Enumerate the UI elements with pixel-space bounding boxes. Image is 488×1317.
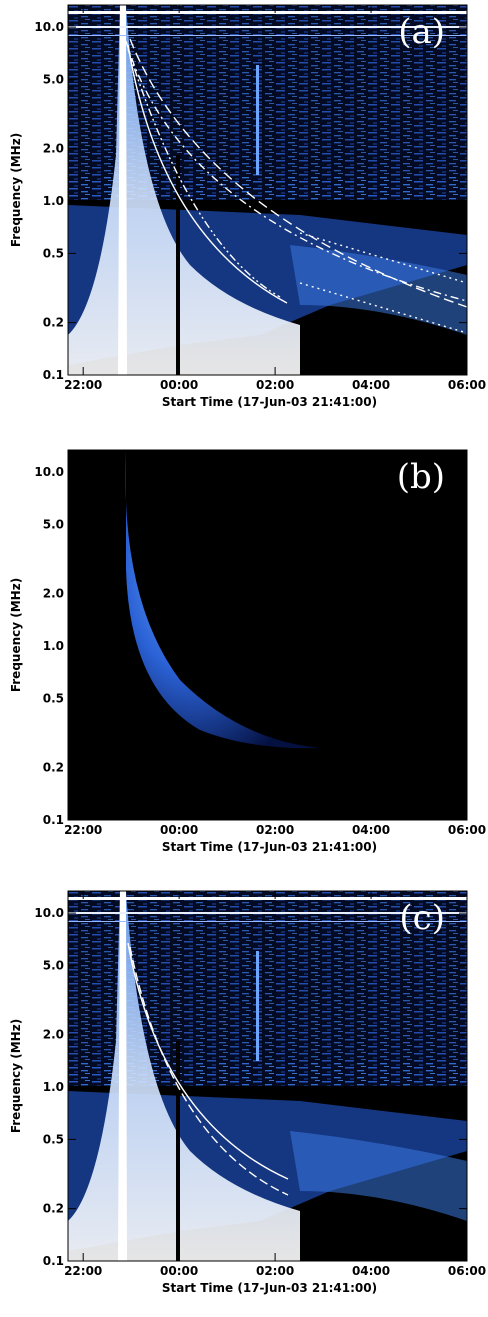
y-tick-label: 10.0	[34, 906, 64, 920]
x-tick-label: 00:00	[160, 1264, 198, 1278]
y-tick-label: 0.2	[43, 316, 64, 330]
panel-b: (b) 0.1 0.2 0.5 1.0 2.0 5.0 10.0 22:00 00:00 02:00…	[9, 449, 486, 854]
x-tick-label: 02:00	[256, 378, 294, 392]
y-tick-label: 5.0	[43, 72, 64, 86]
y-axis-label: Frequency (MHz)	[9, 1019, 23, 1133]
x-tick-label: 04:00	[352, 823, 390, 837]
y-tick-label: 5.0	[43, 517, 64, 531]
panel-c: (c) 0.1 0.2 0.5 1.0 2.0 5.0 10.0 22:00 00:00 02:00…	[9, 890, 486, 1295]
y-tick-label: 0.1	[43, 813, 64, 827]
x-tick-label: 04:00	[352, 378, 390, 392]
y-tick-label: 10.0	[34, 465, 64, 479]
spectrogram-image	[68, 5, 467, 375]
x-tick-label: 02:00	[256, 823, 294, 837]
y-axis-label: Frequency (MHz)	[9, 133, 23, 247]
y-tick-label: 2.0	[43, 142, 64, 156]
y-tick-label: 1.0	[43, 639, 64, 653]
panel-label: (c)	[399, 898, 445, 938]
y-tick-label: 0.5	[43, 246, 64, 260]
x-tick-label: 00:00	[160, 823, 198, 837]
x-tick-label: 22:00	[64, 1264, 102, 1278]
x-tick-label: 22:00	[64, 378, 102, 392]
x-axis-label: Start Time (17-Jun-03 21:41:00)	[162, 395, 377, 409]
y-tick-label: 2.0	[43, 1028, 64, 1042]
y-tick-label: 0.5	[43, 1132, 64, 1146]
x-tick-label: 02:00	[256, 1264, 294, 1278]
y-tick-label: 10.0	[34, 20, 64, 34]
y-tick-label: 1.0	[43, 194, 64, 208]
x-tick-label: 06:00	[448, 378, 486, 392]
spectrogram-image	[68, 450, 467, 820]
y-tick-label: 0.5	[43, 691, 64, 705]
y-axis-label: Frequency (MHz)	[9, 578, 23, 692]
y-tick-label: 0.1	[43, 1254, 64, 1268]
x-tick-label: 06:00	[448, 1264, 486, 1278]
plot-frame	[67, 449, 468, 821]
y-tick-label: 0.1	[43, 368, 64, 382]
panel-a: (a) 0.1 0.2 0.5 1.0 2.0 5.0 10.0 22:00 00:00 02:00…	[9, 4, 486, 409]
plot-frame	[67, 4, 468, 376]
x-tick-label: 06:00	[448, 823, 486, 837]
y-tick-label: 5.0	[43, 958, 64, 972]
panel-label: (b)	[397, 457, 445, 497]
x-tick-label: 04:00	[352, 1264, 390, 1278]
y-tick-label: 1.0	[43, 1080, 64, 1094]
y-tick-label: 0.2	[43, 761, 64, 775]
x-axis-label: Start Time (17-Jun-03 21:41:00)	[162, 840, 377, 854]
spectrogram-image	[68, 891, 467, 1261]
panel-label: (a)	[398, 12, 445, 52]
x-axis-label: Start Time (17-Jun-03 21:41:00)	[162, 1281, 377, 1295]
plot-frame	[67, 890, 468, 1262]
y-tick-label: 0.2	[43, 1202, 64, 1216]
y-tick-label: 2.0	[43, 587, 64, 601]
x-tick-label: 22:00	[64, 823, 102, 837]
x-tick-label: 00:00	[160, 378, 198, 392]
